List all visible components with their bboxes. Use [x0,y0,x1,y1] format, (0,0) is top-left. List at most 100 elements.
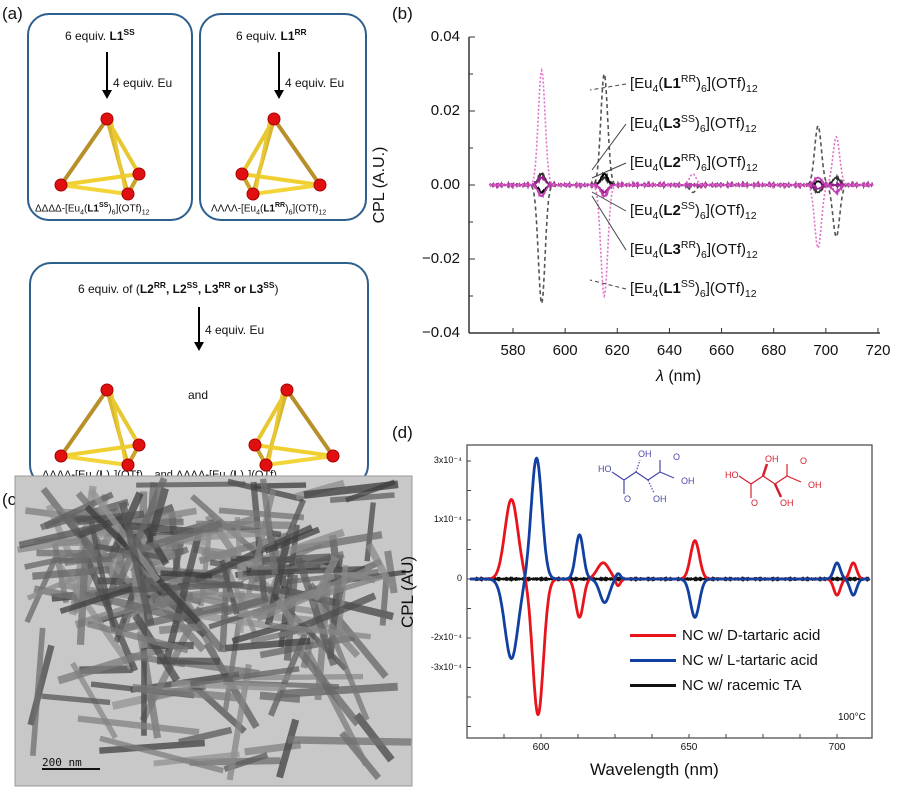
nanorod [365,542,395,589]
panel-label-b: (b) [392,4,413,23]
ligand-strut [59,183,130,196]
formula-part: ](OTf) [706,154,747,171]
formula-part: [Eu [630,202,653,219]
y-tick-label: −0.02 [422,250,460,267]
atom-label: OH [808,480,822,490]
legend-label-b: [Eu4(L1RR)6](OTf)12 [630,73,758,95]
nanorod [225,637,311,652]
arrow-head-icon [102,90,112,99]
formula-part: 4 [652,83,659,95]
y-tick-label: 0 [456,573,462,583]
formula-part: 6 [699,123,706,135]
formula-part: 4 [652,249,659,261]
cpl-series-line [469,456,871,660]
formula-part: 12 [746,83,758,95]
product-caption: ΛΛΛΛ-[Eu4(L1RR)6](OTf)12 [211,202,327,217]
legend-leader-line [589,279,627,290]
atom-label: HO [725,470,739,480]
ligand-strut [109,118,127,191]
nanorod [278,524,300,648]
tetrahedron [235,112,327,201]
legend-label-b: [Eu4(L1SS)6](OTf)12 [630,278,757,300]
formula-part: ](OTf) [705,115,745,132]
formula-part: L2 [663,154,681,171]
nanorod [250,626,307,645]
box-title: 6 equiv. of (L2RR, L2SS, L3RR or L3SS) [78,280,279,296]
nanorod [163,585,224,607]
formula-part: ( [658,115,664,132]
formula-part: ](OTf) [705,202,745,219]
formula-part: ](OTf) [705,280,745,297]
ligand-strut [59,172,141,187]
nanorod [99,739,206,754]
formula-part: SS [680,113,695,125]
nanorod [259,691,301,703]
nanorod [132,613,181,683]
nanorod [254,482,307,489]
formula-part: ) [696,75,702,92]
tetrahedron [54,383,146,472]
europium-atom [132,167,146,181]
l-tartaric-acid-structure: HO OH OH O OH O [598,446,698,506]
formula-part: L3 [663,115,681,132]
nanorod [39,491,114,531]
legend-leader-line [591,123,627,171]
formula-part: 4 [652,288,659,300]
ligand-strut [272,117,322,187]
ligand-strut [253,443,335,458]
nanorod [18,522,104,549]
nanorod [259,634,355,659]
ligand-strut [59,388,109,458]
x-tick-label: 680 [761,342,787,359]
formula-part: 12 [744,123,757,135]
nanorod [276,718,300,779]
legend-item-racemic: NC w/ racemic TA [630,674,801,696]
x-tick-label: 650 [680,742,698,753]
europium-atom [267,112,281,126]
y-tick-label: -3x10⁻⁴ [430,661,462,672]
nanorod [303,480,399,499]
nanorod [226,663,252,781]
europium-atom [100,112,114,126]
formula-part: RR [680,152,697,164]
nanorod [190,666,300,687]
x-tick-label: 580 [500,342,526,359]
nanorod [120,519,223,559]
formula-part: 6 [701,249,707,261]
x-tick-label: 600 [532,742,550,753]
ligand-strut [264,454,335,467]
ligand-strut [59,117,109,187]
formula-part: 6 [699,288,706,300]
atom-label: O [751,498,759,508]
formula-part: ( [658,202,664,219]
legend-label: NC w/ D-tartaric acid [682,626,821,644]
legend-item-l-tartaric: NC w/ L-tartaric acid [630,649,818,671]
formula-part: ) [694,202,700,219]
formula-part: [Eu [630,280,653,297]
x-tick-label: 620 [604,342,630,359]
nanorod [181,575,287,595]
nanorod [218,507,305,521]
formula-part: 6 [701,162,707,174]
formula-part: ) [694,280,700,297]
legend-label-b: [Eu4(L3SS)6](OTf)12 [630,113,757,135]
nanorod [32,565,110,580]
formula-part: RR [680,73,697,85]
nanorod [247,673,364,681]
formula-part: ( [658,280,664,297]
formula-part: SS [680,278,695,290]
europium-atom [246,187,260,201]
tem-frame [14,475,413,787]
formula-part: 12 [746,249,758,261]
reagent-label: 4 equiv. Eu [285,76,345,90]
nanorod [30,627,46,757]
nanorod [307,582,389,679]
atom-label: OH [653,494,667,504]
nanorod [268,622,371,640]
formula-part: ( [658,75,664,92]
europium-atom [54,178,68,192]
europium-atom [100,383,114,397]
panel-label-d: (d) [392,423,413,442]
cpl-series-line [489,67,873,299]
synthesis-box-l1ss: 6 equiv. L1SS 4 equiv. Eu ΔΔΔΔ-[Eu4(L1SS… [27,13,193,221]
